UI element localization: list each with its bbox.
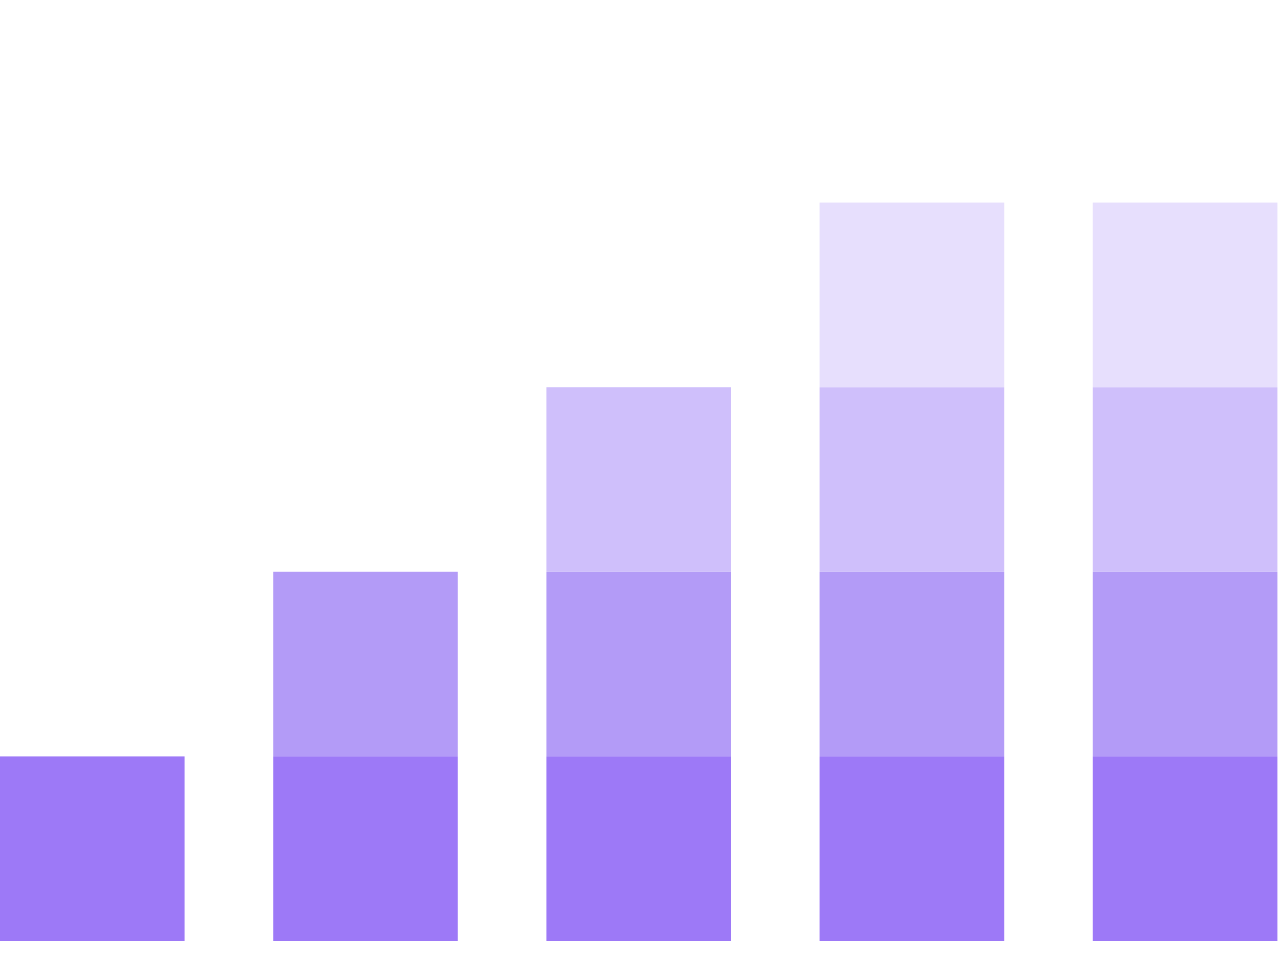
bar-segment-5-2	[1092, 571, 1278, 757]
bar-segments	[0, 202, 1278, 941]
bar-segment-4-2	[819, 571, 1005, 757]
bar-segment-5-4	[1092, 202, 1278, 388]
bar-segment-2-1	[273, 756, 458, 941]
bar-segment-2-2	[273, 571, 458, 757]
bar-segment-5-1	[1092, 756, 1278, 941]
bar-segment-4-3	[819, 387, 1005, 572]
bar-segment-1-1	[0, 756, 185, 941]
bar-segment-3-2	[546, 571, 731, 757]
bar-segment-4-4	[819, 202, 1005, 388]
bar-segment-3-1	[546, 756, 731, 941]
bar-segment-3-3	[546, 387, 731, 572]
bar-segment-4-1	[819, 756, 1005, 941]
bar-segment-5-3	[1092, 387, 1278, 572]
